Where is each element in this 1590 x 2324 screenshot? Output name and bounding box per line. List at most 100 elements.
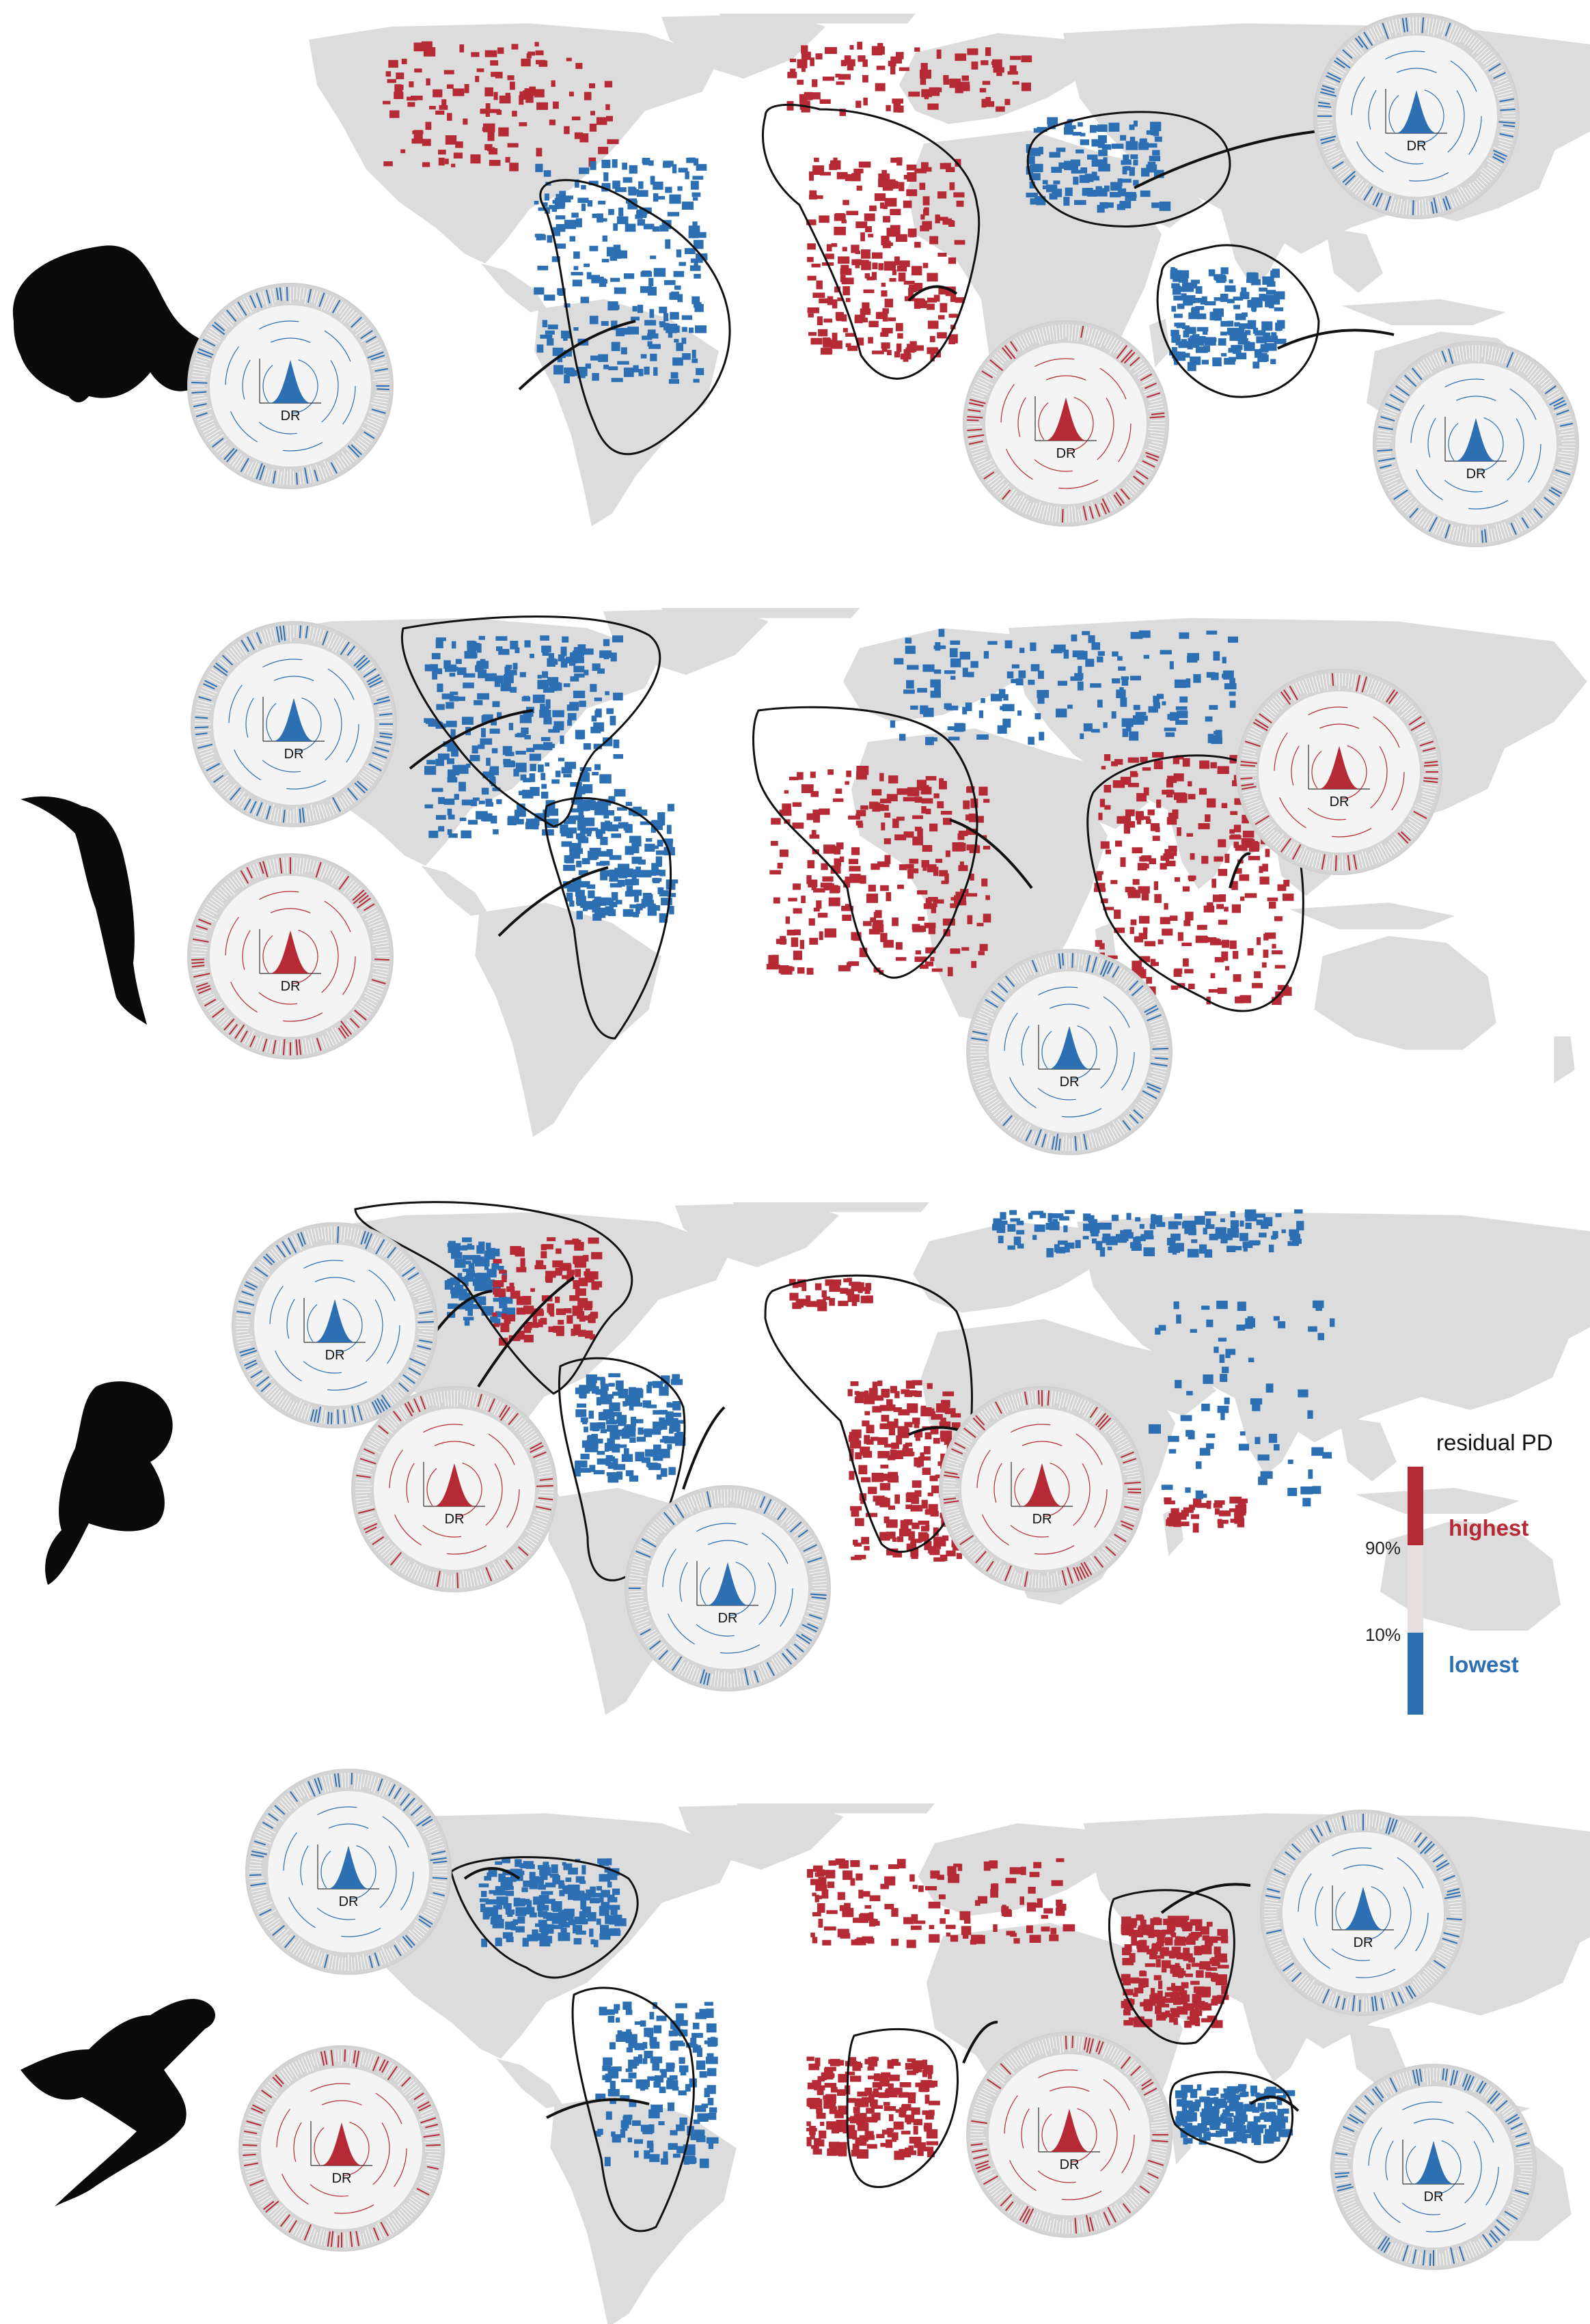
pd-cell (463, 1316, 474, 1320)
tree-tip (1429, 356, 1436, 369)
pd-cell (612, 159, 618, 168)
pd-cell (567, 713, 577, 721)
tree-tip (266, 860, 271, 876)
tree-tip (1272, 697, 1283, 710)
pd-cell (436, 704, 445, 710)
pd-cell (530, 764, 536, 771)
pd-cell (603, 737, 613, 747)
tree-tip (1054, 1133, 1059, 1150)
pd-cell (1080, 133, 1086, 137)
pd-cell (593, 743, 603, 749)
pd-cell (823, 844, 836, 854)
tree-tip (191, 391, 207, 394)
pd-cell (585, 1330, 593, 1339)
tree-tip (1372, 27, 1380, 41)
pd-cell (651, 863, 659, 872)
pd-cell (769, 870, 782, 875)
pd-cell (607, 1475, 619, 1483)
tree-tip (368, 1532, 381, 1539)
tree-tip (1052, 506, 1055, 522)
pd-cell (855, 1452, 862, 1460)
tree-tip (417, 1320, 434, 1323)
tree-tip (1365, 851, 1371, 867)
tree-tip (1342, 170, 1356, 183)
tree-tip (538, 1468, 551, 1472)
pd-cell (523, 1296, 532, 1305)
pd-cell (1083, 723, 1093, 732)
pd-cell (997, 725, 1007, 734)
pd-cell (613, 692, 623, 701)
tree-tip (974, 1021, 991, 1027)
pd-cell (446, 84, 454, 89)
region-outline (764, 1274, 973, 1553)
pd-cell (551, 779, 560, 784)
tree-tip (505, 1559, 514, 1570)
tree-tip (1255, 719, 1269, 728)
tree-tip (327, 1411, 330, 1424)
pd-cell (502, 1275, 507, 1283)
pd-cell (633, 1387, 642, 1398)
pd-cell (877, 1451, 890, 1458)
tree-tip (1484, 529, 1488, 543)
tree-tip (968, 409, 981, 413)
tree-tip (463, 1571, 465, 1588)
pd-cell (593, 722, 605, 732)
pd-cell (1160, 863, 1167, 870)
phylogeny-inset: DR (187, 853, 394, 1060)
tree-tip (629, 1574, 647, 1577)
pd-cell (495, 1311, 500, 1316)
tree-tip (1399, 497, 1413, 508)
tree-tip (981, 1005, 993, 1012)
pd-cell (628, 190, 637, 196)
tree-tip (346, 452, 355, 462)
pd-cell (508, 760, 514, 764)
pd-cell (923, 209, 929, 215)
pd-cell (612, 1392, 622, 1396)
pd-cell (1102, 1233, 1111, 1241)
pd-cell (1264, 343, 1277, 351)
pd-cell (1122, 816, 1132, 822)
tree-tip (356, 1474, 371, 1478)
tree-tip (1380, 419, 1393, 424)
pd-cell (1182, 886, 1190, 892)
tree-tip (1419, 737, 1433, 743)
pd-cell (471, 1304, 482, 1310)
tree-tip (536, 1509, 551, 1514)
tree-tip (256, 1376, 270, 1387)
tree-tip (266, 805, 271, 820)
tree-tip (989, 359, 1004, 372)
pd-cell (1170, 329, 1179, 336)
region-outline (752, 706, 978, 979)
tree-tip (1244, 741, 1261, 747)
tree-tip (195, 412, 208, 417)
tree-tip (366, 990, 381, 997)
pd-cell (454, 794, 459, 800)
pd-cell (579, 767, 592, 771)
tree-tip (488, 1566, 495, 1580)
tree-tip (1359, 854, 1364, 868)
pd-cell (881, 822, 886, 831)
pd-cell (1272, 950, 1283, 954)
pd-cell (1220, 331, 1228, 336)
pd-cell (910, 705, 918, 710)
tree-tip (333, 460, 340, 472)
tree-tip (974, 1077, 990, 1083)
tree-tip (318, 863, 325, 878)
pd-cell (614, 816, 622, 822)
pd-cell (1233, 296, 1244, 301)
tree-tip (1128, 980, 1139, 991)
tree-tip (770, 1662, 778, 1674)
tree-tip (1321, 854, 1326, 870)
pd-cell (965, 702, 972, 711)
tree-tip (1412, 17, 1414, 34)
tree-tip (1388, 691, 1399, 704)
pd-cell (462, 1260, 471, 1264)
pd-cell (1190, 853, 1195, 860)
tree-tip (299, 808, 302, 823)
tree-branch (1427, 396, 1524, 493)
tree-tip (998, 982, 1009, 993)
pd-cell (437, 683, 443, 693)
tree-tip (1555, 467, 1572, 472)
pd-cell (899, 260, 910, 267)
tree-tip (1311, 676, 1317, 691)
